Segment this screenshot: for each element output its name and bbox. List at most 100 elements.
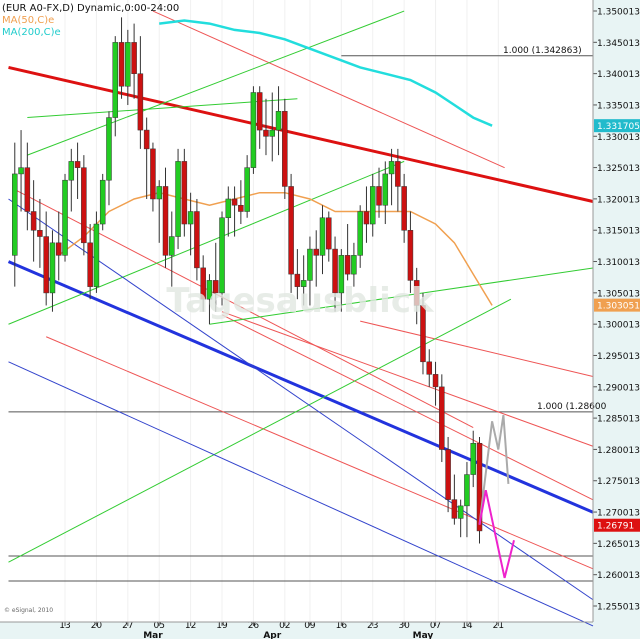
candle-body <box>169 236 175 256</box>
candle <box>181 148 188 237</box>
candle-body <box>288 186 294 275</box>
candle-body <box>351 255 357 275</box>
price-axis: 1.350013 1.345013 1.340013 1.335013 1.330013… <box>593 8 640 613</box>
candle <box>300 255 307 306</box>
candle <box>200 255 206 312</box>
candle <box>238 180 244 225</box>
trend-line <box>8 298 512 563</box>
forecast-path <box>478 489 515 579</box>
candle-body <box>162 186 169 256</box>
trend-line <box>7 260 594 514</box>
candle <box>282 98 288 199</box>
month-label: May <box>413 631 434 639</box>
candle <box>125 29 131 106</box>
candle-body <box>269 129 276 137</box>
candle-body <box>451 499 458 519</box>
candle-body <box>55 242 62 256</box>
y-tick-label: 1.350013 <box>597 8 640 18</box>
candle <box>432 361 439 406</box>
candle-body <box>131 42 137 74</box>
candle <box>445 436 451 513</box>
candle-body <box>37 230 43 237</box>
trend-line <box>152 10 505 169</box>
x-tick-label: 30 <box>398 621 410 631</box>
y-tick-label: 1.280013 <box>597 446 640 456</box>
x-tick-label: 19 <box>216 621 228 631</box>
candle <box>62 173 68 262</box>
candle <box>93 211 100 293</box>
forecast-path <box>478 414 510 525</box>
candle-body <box>150 148 156 200</box>
candle <box>244 155 250 218</box>
x-tick-label: 21 <box>493 621 504 631</box>
x-tick-label: 07 <box>430 621 441 631</box>
level-label: 1.000 (1.28600 <box>537 402 607 412</box>
price-badges: 1.331705 1.303051 1.26791 <box>594 119 640 532</box>
candle <box>407 211 414 293</box>
month-label: Apr <box>263 631 281 639</box>
y-tick-label: 1.330013 <box>597 133 640 143</box>
candle-body <box>219 217 225 294</box>
candle <box>112 36 119 137</box>
y-tick-label: 1.265013 <box>597 540 640 550</box>
candle <box>275 86 282 156</box>
candle-body <box>12 173 18 256</box>
candle <box>137 36 144 149</box>
candle <box>49 230 56 312</box>
x-tick-label: 02 <box>279 621 290 631</box>
candle <box>294 249 301 300</box>
price-badge: 1.26791 <box>594 518 640 532</box>
trend-line <box>221 311 594 447</box>
x-tick-label: 23 <box>367 621 378 631</box>
candle-body <box>194 211 200 269</box>
candle-body <box>156 186 162 200</box>
candle <box>439 374 445 463</box>
candle-body <box>250 92 257 168</box>
candle <box>143 117 150 199</box>
copyright-note: © eSignal, 2010 <box>4 607 53 614</box>
candle-body <box>326 217 332 250</box>
y-tick-label: 1.340013 <box>597 70 640 80</box>
candle-body <box>244 167 250 212</box>
price-axis-background <box>593 0 640 639</box>
candle-body <box>357 211 363 256</box>
candle-body <box>206 280 213 300</box>
trend-line <box>8 160 405 325</box>
candle-body <box>87 242 93 287</box>
candle-body <box>175 161 181 237</box>
candle <box>12 142 18 287</box>
y-tick-label: 1.325013 <box>597 164 640 174</box>
candle <box>37 198 43 268</box>
y-tick-label: 1.270013 <box>597 509 640 519</box>
candle-body <box>476 442 483 532</box>
y-tick-label: 1.260013 <box>597 571 640 581</box>
y-tick-label: 1.305013 <box>597 289 640 299</box>
candle-body <box>74 161 81 168</box>
candle-body <box>275 111 282 131</box>
candle <box>326 211 332 262</box>
x-tick-label: 20 <box>91 621 103 631</box>
candles <box>12 17 483 544</box>
candle <box>388 148 395 206</box>
candle <box>156 180 162 243</box>
forecast-paths <box>478 414 515 579</box>
y-tick-label: 1.300013 <box>597 321 640 331</box>
price-badge-label: 1.331705 <box>597 122 640 132</box>
candle-body <box>62 179 68 256</box>
candle <box>401 173 407 243</box>
candle <box>307 236 313 306</box>
candle <box>357 205 363 268</box>
candle-body <box>432 374 439 388</box>
candle <box>395 148 401 212</box>
candle-body <box>319 217 326 256</box>
watermark: Tagesausblick <box>166 281 435 321</box>
trend-line <box>209 267 594 325</box>
candle <box>169 211 175 287</box>
trend-line <box>27 10 405 156</box>
x-tick-label: 09 <box>304 621 316 631</box>
candle-body <box>300 280 307 287</box>
candle <box>106 111 112 206</box>
candle <box>369 173 376 237</box>
candle <box>24 142 31 231</box>
candle <box>319 205 326 275</box>
